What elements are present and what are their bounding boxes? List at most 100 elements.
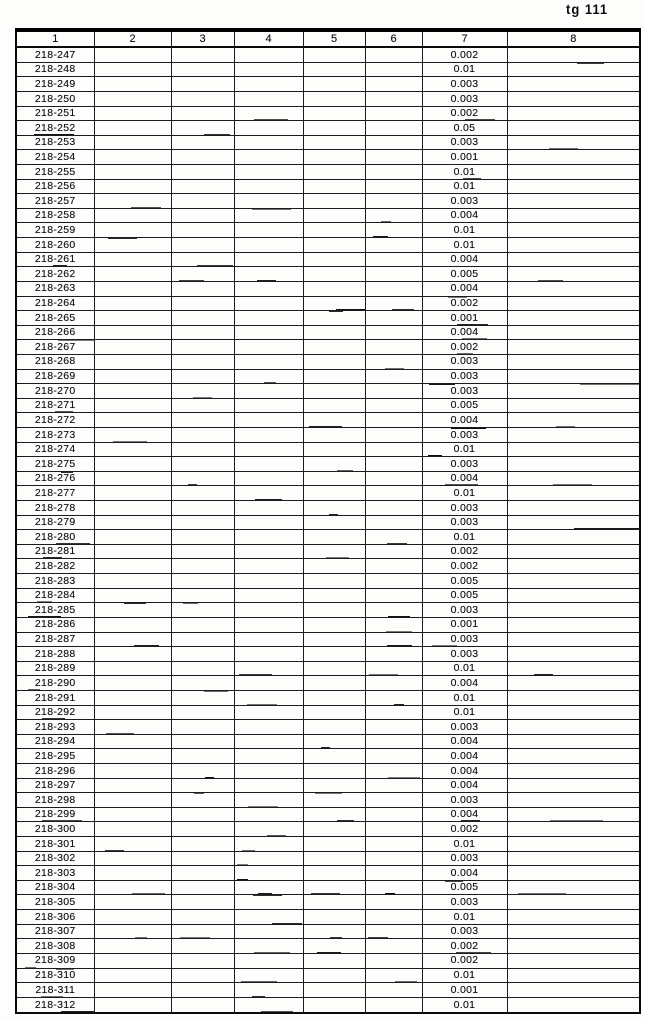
scan-smudge	[538, 603, 582, 604]
empty-cell	[233, 76, 304, 92]
empty-cell	[302, 602, 366, 618]
scan-smudge	[107, 238, 137, 240]
empty-cell	[364, 90, 423, 107]
empty-cell	[233, 879, 304, 896]
table-row: 218-286 0.001	[15, 616, 641, 633]
row-id-cell: 218-297	[15, 777, 95, 794]
row-id-cell: 218-305	[15, 894, 95, 911]
table-row: 218-260 0.01	[15, 237, 641, 253]
row-value-cell: 0.002	[421, 938, 508, 954]
empty-cell	[506, 237, 641, 253]
empty-cell	[233, 237, 304, 253]
table-row: 218-278 0.003	[15, 500, 641, 516]
empty-cell	[93, 777, 172, 794]
empty-cell	[233, 324, 304, 341]
table-row: 218-271 0.005	[15, 397, 641, 414]
row-id-cell: 218-249	[15, 76, 95, 92]
row-value-cell: 0.005	[421, 587, 508, 604]
empty-cell	[506, 397, 641, 414]
empty-cell	[233, 207, 304, 224]
table-row: 218-291 0.01	[15, 689, 641, 706]
row-value-cell: 0.004	[421, 251, 508, 268]
scan-smudge	[182, 603, 198, 605]
scan-smudge	[175, 720, 193, 721]
row-id-cell: 218-273	[15, 426, 95, 443]
empty-cell	[233, 266, 304, 282]
row-id-cell: 218-264	[15, 295, 95, 312]
scan-smudge	[376, 62, 389, 63]
empty-cell	[233, 704, 304, 721]
empty-cell	[170, 543, 235, 560]
empty-cell	[93, 237, 172, 253]
table-row: 218-263 0.004	[15, 280, 641, 297]
data-table: 1 2 3 4 5 6 7 8 218-247 0.002 218-248	[15, 28, 641, 1014]
empty-cell	[364, 719, 423, 735]
empty-cell	[93, 61, 172, 78]
row-id-cell: 218-293	[15, 719, 95, 735]
empty-cell	[93, 426, 172, 443]
empty-cell	[364, 441, 423, 458]
row-id-cell: 218-275	[15, 456, 95, 472]
empty-cell	[93, 865, 172, 881]
row-id-cell: 218-272	[15, 412, 95, 428]
row-id-cell: 218-267	[15, 339, 95, 355]
table-row: 218-295 0.004	[15, 748, 641, 764]
row-value-cell: 0.01	[421, 996, 508, 1014]
empty-cell	[364, 836, 423, 852]
table-row: 218-308 0.002	[15, 938, 641, 954]
empty-cell	[302, 514, 366, 531]
row-id-cell: 218-248	[15, 61, 95, 78]
empty-cell	[93, 46, 172, 63]
empty-cell	[170, 514, 235, 531]
empty-cell	[170, 806, 235, 823]
row-value-cell: 0.002	[421, 543, 508, 560]
empty-cell	[364, 500, 423, 516]
empty-cell	[302, 996, 366, 1014]
empty-cell	[302, 426, 366, 443]
empty-cell	[506, 470, 641, 487]
table-row: 218-304 0.005	[15, 879, 641, 896]
table-row: 218-287 0.003	[15, 631, 641, 648]
empty-cell	[302, 178, 366, 195]
row-value-cell: 0.01	[421, 909, 508, 925]
empty-cell	[233, 616, 304, 633]
empty-cell	[302, 90, 366, 107]
empty-cell	[302, 719, 366, 735]
empty-cell	[364, 996, 423, 1014]
scan-smudge	[125, 851, 152, 852]
empty-cell	[93, 850, 172, 867]
table-row: 218-265 0.001	[15, 310, 641, 326]
empty-cell	[302, 982, 366, 998]
empty-cell	[93, 485, 172, 502]
empty-cell	[506, 631, 641, 648]
row-value-cell: 0.01	[421, 660, 508, 677]
empty-cell	[364, 909, 423, 925]
empty-cell	[506, 280, 641, 297]
empty-cell	[93, 310, 172, 326]
row-value-cell: 0.005	[421, 397, 508, 414]
row-id-cell: 218-252	[15, 120, 95, 136]
empty-cell	[170, 821, 235, 838]
empty-cell	[364, 280, 423, 297]
empty-cell	[93, 952, 172, 969]
row-id-cell: 218-291	[15, 689, 95, 706]
row-value-cell: 0.003	[421, 426, 508, 443]
row-id-cell: 218-270	[15, 383, 95, 399]
row-value-cell: 0.002	[421, 46, 508, 63]
row-value-cell: 0.003	[421, 923, 508, 940]
empty-cell	[506, 61, 641, 78]
empty-cell	[233, 660, 304, 677]
row-id-cell: 218-301	[15, 836, 95, 852]
table-row: 218-273 0.003	[15, 426, 641, 443]
empty-cell	[302, 923, 366, 940]
empty-cell	[506, 938, 641, 954]
table-row: 218-272 0.004	[15, 412, 641, 428]
empty-cell	[364, 777, 423, 794]
empty-cell	[364, 821, 423, 838]
table-row: 218-299 0.004	[15, 806, 641, 823]
empty-cell	[233, 222, 304, 239]
row-id-cell: 218-257	[15, 193, 95, 209]
row-id-cell: 218-258	[15, 207, 95, 224]
empty-cell	[302, 310, 366, 326]
empty-cell	[364, 529, 423, 545]
